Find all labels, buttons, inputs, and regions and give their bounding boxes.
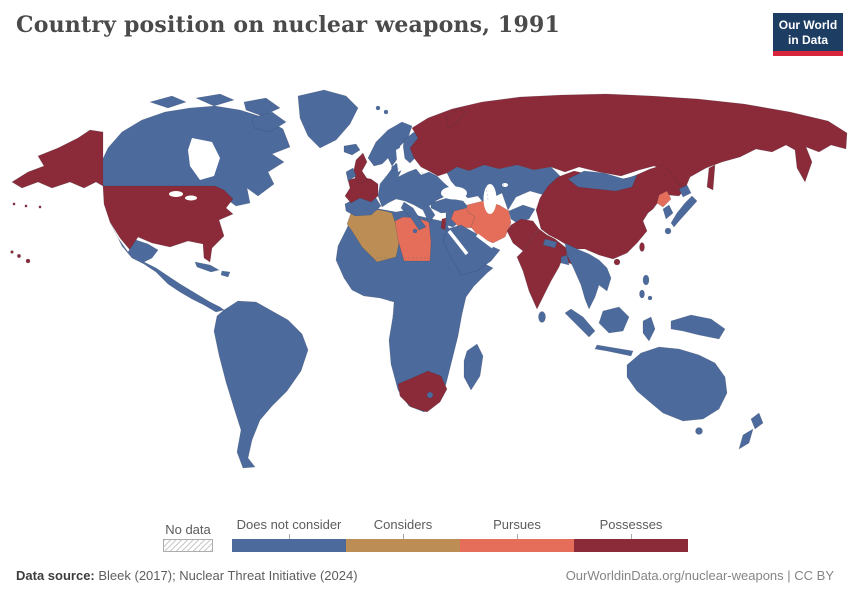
- country-australia[interactable]: [626, 346, 728, 422]
- country-cuba[interactable]: [194, 261, 220, 273]
- country-new-zealand-north[interactable]: [750, 412, 764, 430]
- country-sri-lanka[interactable]: [538, 311, 546, 323]
- map-legend: No data Does not consider Considers Purs…: [163, 517, 688, 552]
- country-svalbard[interactable]: [375, 105, 381, 111]
- country-philippines[interactable]: [642, 274, 650, 286]
- country-denmark[interactable]: [391, 165, 397, 171]
- country-japan-kyushu[interactable]: [664, 227, 672, 235]
- legend-swatch-does-not-consider: [232, 539, 346, 552]
- country-south-korea[interactable]: [662, 204, 674, 220]
- persian-gulf: [475, 233, 495, 249]
- country-japan-honshu[interactable]: [670, 195, 698, 228]
- country-canada-island[interactable]: [149, 95, 187, 109]
- country-madagascar[interactable]: [463, 343, 484, 391]
- country-usa-aleutians[interactable]: [12, 202, 16, 206]
- no-data-swatch: [163, 539, 213, 552]
- country-iran[interactable]: [466, 200, 512, 244]
- country-south-america[interactable]: [213, 300, 309, 469]
- red-sea: [447, 229, 469, 256]
- country-canada-island[interactable]: [195, 93, 235, 107]
- country-china-hainan[interactable]: [613, 258, 621, 266]
- country-usa-aleutians[interactable]: [38, 205, 42, 209]
- legend-swatch-possesses: [574, 539, 688, 552]
- owid-logo-line1: Our World: [778, 18, 838, 32]
- country-canada-island[interactable]: [243, 97, 281, 117]
- country-indonesia-java[interactable]: [594, 344, 634, 357]
- caspian-sea: [483, 184, 497, 214]
- country-bangladesh[interactable]: [560, 254, 570, 266]
- country-iceland[interactable]: [343, 143, 361, 156]
- country-sicily[interactable]: [412, 228, 418, 234]
- country-philippines[interactable]: [647, 295, 653, 301]
- legend-bin-pursues[interactable]: Pursues: [460, 517, 574, 552]
- country-lesotho[interactable]: [426, 391, 434, 399]
- country-russia-sakhalin[interactable]: [706, 164, 716, 191]
- owid-logo-line2: in Data: [787, 33, 828, 47]
- country-usa-aleutians[interactable]: [24, 204, 28, 208]
- country-mexico-central-america[interactable]: [109, 221, 225, 313]
- legend-no-data-label: No data: [165, 522, 211, 537]
- country-scandinavia[interactable]: [367, 121, 413, 167]
- inland-water: [169, 138, 508, 256]
- data-source-text: Bleek (2017); Nuclear Threat Initiative …: [94, 568, 358, 583]
- country-ireland[interactable]: [345, 167, 357, 182]
- country-usa-alaska[interactable]: [11, 129, 104, 189]
- data-source: Data source: Bleek (2017); Nuclear Threa…: [16, 568, 358, 583]
- legend-swatch-pursues: [460, 539, 574, 552]
- country-usa[interactable]: [102, 185, 234, 263]
- legend-bin-possesses[interactable]: Possesses: [574, 517, 688, 552]
- country-russia-novaya-zemlya[interactable]: [445, 107, 467, 129]
- country-south-africa[interactable]: [397, 370, 448, 413]
- hudson-bay: [188, 138, 220, 180]
- country-indochina[interactable]: [564, 242, 612, 310]
- country-north-korea[interactable]: [656, 190, 672, 208]
- country-algeria[interactable]: [346, 207, 401, 263]
- page-title: Country position on nuclear weapons, 199…: [16, 12, 560, 38]
- country-taiwan[interactable]: [639, 242, 645, 252]
- country-afghanistan[interactable]: [508, 204, 536, 224]
- legend-tick: [402, 534, 404, 539]
- country-indonesia-borneo[interactable]: [598, 306, 630, 334]
- legend-no-data[interactable]: No data: [163, 522, 213, 552]
- country-tasmania[interactable]: [695, 427, 703, 435]
- country-france[interactable]: [344, 176, 379, 204]
- country-philippines[interactable]: [639, 289, 645, 299]
- country-italy[interactable]: [400, 201, 427, 231]
- aral-sea: [502, 183, 508, 187]
- legend-tick: [288, 534, 290, 539]
- legend-swatch-considers: [346, 539, 460, 552]
- baltic-sea: [396, 146, 406, 172]
- chart-footer: Data source: Bleek (2017); Nuclear Threa…: [16, 568, 834, 583]
- owid-logo[interactable]: Our World in Data: [773, 13, 843, 56]
- data-source-label: Data source:: [16, 568, 95, 583]
- country-indonesia-sumatra[interactable]: [564, 308, 596, 338]
- country-borders: [232, 167, 594, 403]
- country-usa-hawaii[interactable]: [10, 250, 14, 254]
- country-svalbard[interactable]: [383, 109, 389, 115]
- country-hispaniola[interactable]: [220, 270, 231, 278]
- country-new-zealand-south[interactable]: [738, 428, 754, 450]
- great-lakes: [169, 191, 183, 197]
- country-usa-hawaii[interactable]: [16, 254, 21, 259]
- country-nepal[interactable]: [542, 238, 558, 249]
- country-arabia[interactable]: [442, 224, 501, 276]
- legend-bin-considers[interactable]: Considers: [346, 517, 460, 552]
- country-israel[interactable]: [440, 217, 447, 231]
- country-kazakhstan-central-asia[interactable]: [446, 164, 561, 211]
- footer-link[interactable]: OurWorldinData.org/nuclear-weapons | CC …: [565, 568, 834, 583]
- country-indonesia-sulawesi[interactable]: [642, 316, 656, 342]
- country-new-guinea[interactable]: [670, 314, 726, 340]
- black-sea: [441, 186, 467, 200]
- great-lakes: [185, 195, 197, 201]
- country-usa-hawaii[interactable]: [25, 258, 31, 264]
- legend-tick: [630, 534, 632, 539]
- country-japan-hokkaido[interactable]: [678, 184, 692, 198]
- legend-tick: [516, 534, 518, 539]
- legend-bins: Does not consider Considers Pursues Poss…: [232, 517, 688, 552]
- legend-bin-does-not-consider[interactable]: Does not consider: [232, 517, 346, 552]
- country-canada-baffin[interactable]: [251, 111, 287, 133]
- country-greenland[interactable]: [297, 89, 359, 149]
- country-mongolia[interactable]: [567, 170, 638, 192]
